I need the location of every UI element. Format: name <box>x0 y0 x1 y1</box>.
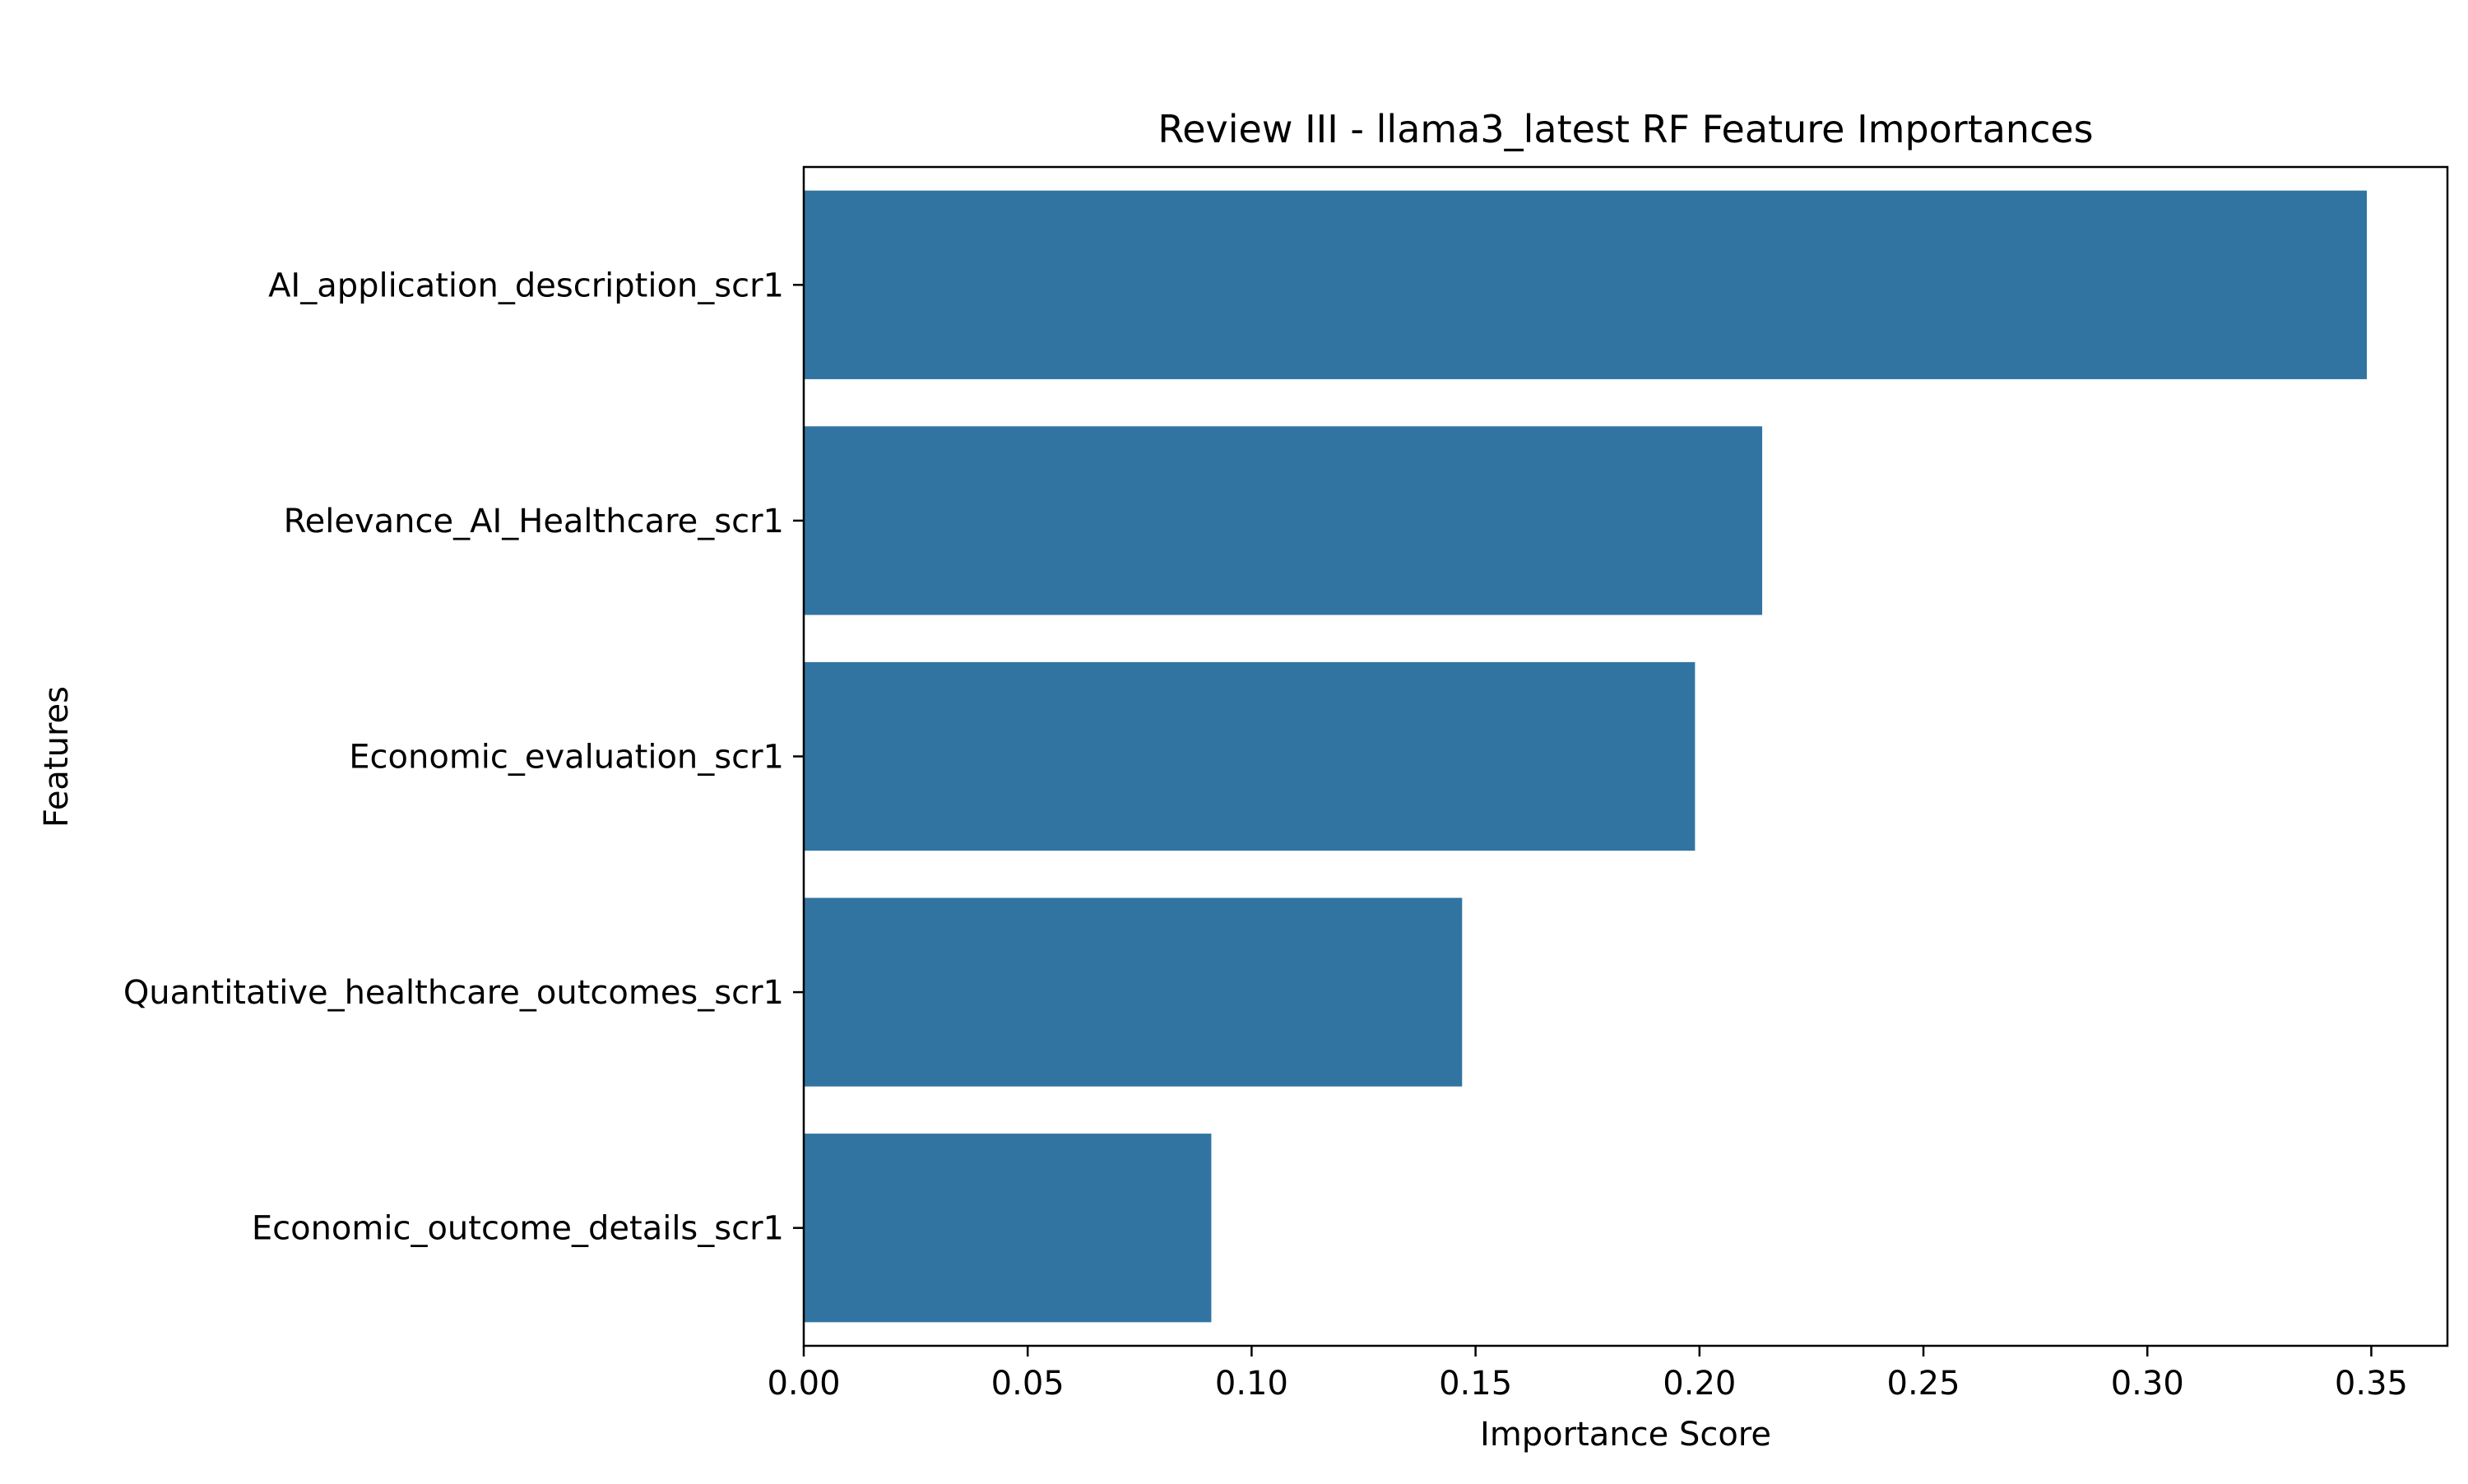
y-axis-label: Features <box>38 686 76 828</box>
bar-3 <box>804 661 1696 851</box>
bars-layer <box>804 190 2368 1323</box>
x-tick-label: 0.25 <box>1887 1365 1960 1403</box>
x-tick-label: 0.00 <box>767 1365 840 1403</box>
bar-2 <box>804 426 1763 615</box>
y-tick-label: Relevance_AI_Healthcare_scr1 <box>284 503 784 540</box>
x-tick-label: 0.20 <box>1663 1365 1736 1403</box>
x-tick-label: 0.15 <box>1439 1365 1512 1403</box>
x-tick-label: 0.35 <box>2335 1365 2408 1403</box>
y-tick-label: Economic_evaluation_scr1 <box>349 739 784 777</box>
x-tick-label: 0.10 <box>1215 1365 1288 1403</box>
x-tick-label: 0.05 <box>991 1365 1065 1403</box>
plot-frame <box>802 165 2449 1347</box>
chart-title: Review III - llama3_latest RF Feature Im… <box>1157 107 2093 151</box>
bar-4 <box>804 897 1463 1087</box>
y-axis: AI_application_description_scr1 Relevance… <box>123 267 804 1248</box>
y-tick-label: AI_application_description_scr1 <box>268 267 784 304</box>
y-tick-label: Economic_outcome_details_scr1 <box>252 1210 784 1248</box>
bar-1 <box>804 190 2368 379</box>
x-tick-label: 0.30 <box>2111 1365 2184 1403</box>
y-tick-label: Quantitative_healthcare_outcomes_scr1 <box>123 974 784 1012</box>
bar-5 <box>804 1134 1212 1323</box>
x-axis-label: Importance Score <box>1480 1416 1771 1454</box>
x-axis: 0.00 0.05 0.10 0.15 0.20 0.25 0.30 0.35 <box>767 1346 2408 1403</box>
